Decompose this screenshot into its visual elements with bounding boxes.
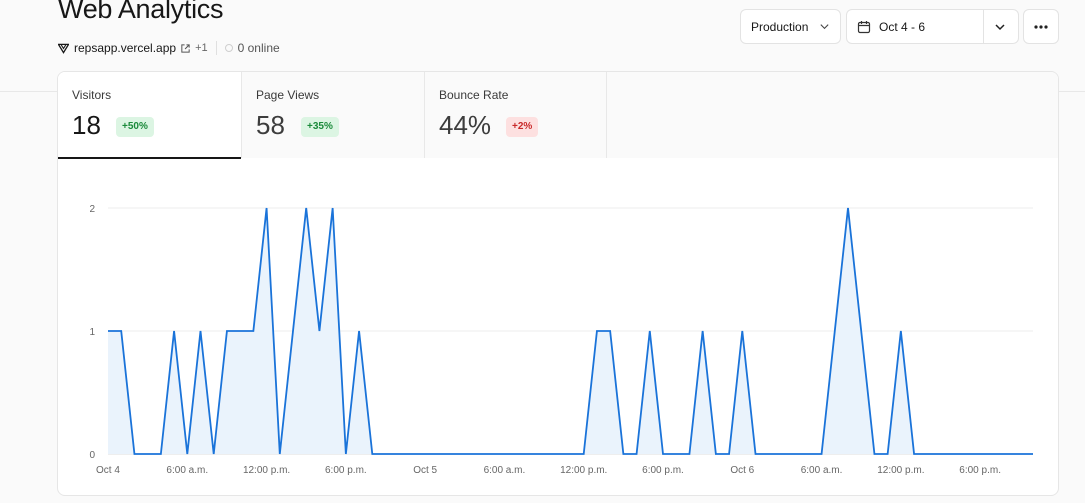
tab-bar-filler [607, 72, 1058, 158]
tab-bounce-rate[interactable]: Bounce Rate 44% +2% [425, 72, 607, 158]
tab-value: 18 [72, 110, 101, 140]
metric-tabs: Visitors 18 +50% Page Views 58 +35% Boun… [58, 72, 1058, 159]
x-tick-label: 6:00 a.m. [166, 465, 208, 476]
site-link[interactable]: repsapp.vercel.app [74, 41, 177, 55]
y-tick-label: 0 [89, 450, 95, 461]
tab-label: Visitors [72, 88, 112, 102]
x-tick-label: 12:00 p.m. [560, 465, 607, 476]
series-area [108, 208, 1033, 454]
environment-select[interactable]: Production [740, 9, 841, 44]
external-link-icon[interactable] [180, 43, 191, 54]
date-range-picker[interactable]: Oct 4 - 6 [846, 9, 1019, 44]
tab-value: 44% [439, 110, 492, 140]
x-tick-label: 6:00 a.m. [484, 465, 526, 476]
x-tick-label: 6:00 p.m. [325, 465, 367, 476]
visitors-chart: 0 1 2 Oct 4 6:00 a.m. 12:00 p.m. 6:00 p.m. Oct … [89, 204, 1033, 476]
x-tick-label: 12:00 p.m. [877, 465, 924, 476]
x-tick-label: Oct 4 [96, 465, 120, 476]
y-tick-label: 2 [89, 204, 95, 215]
tab-visitors[interactable]: Visitors 18 +50% [58, 72, 242, 159]
x-tick-label: Oct 6 [730, 465, 754, 476]
series-line [108, 207, 1033, 455]
tab-page-views[interactable]: Page Views 58 +35% [242, 72, 425, 158]
more-options-button[interactable] [1023, 9, 1059, 44]
change-badge: +2% [506, 117, 539, 137]
y-tick-label: 1 [89, 327, 95, 338]
vercel-logo-icon [58, 43, 69, 54]
site-row: repsapp.vercel.app +1 0 online [58, 40, 280, 56]
more-icon [1034, 24, 1048, 29]
change-badge: +35% [301, 117, 339, 137]
online-count: 0 online [237, 41, 280, 55]
online-status-dot [224, 44, 233, 52]
environment-label: Production [751, 19, 809, 34]
chevron-down-icon [820, 24, 829, 30]
change-badge: +50% [116, 117, 154, 137]
date-range-label: Oct 4 - 6 [879, 19, 926, 34]
x-tick-label: 6:00 a.m. [801, 465, 843, 476]
chevron-down-icon[interactable] [994, 21, 1006, 33]
tab-label: Bounce Rate [439, 88, 509, 102]
extra-domains-count[interactable]: +1 [195, 42, 208, 54]
tab-value: 58 [256, 110, 285, 140]
divider [215, 41, 217, 55]
x-tick-label: 6:00 p.m. [642, 465, 684, 476]
divider [983, 10, 984, 43]
tab-label: Page Views [256, 88, 320, 102]
x-tick-label: 6:00 p.m. [959, 465, 1001, 476]
calendar-icon [857, 20, 871, 33]
x-tick-label: 12:00 p.m. [243, 465, 290, 476]
page-title: Web Analytics [58, 0, 224, 24]
analytics-card: Visitors 18 +50% Page Views 58 +35% Boun… [57, 71, 1059, 496]
x-tick-label: Oct 5 [413, 465, 437, 476]
